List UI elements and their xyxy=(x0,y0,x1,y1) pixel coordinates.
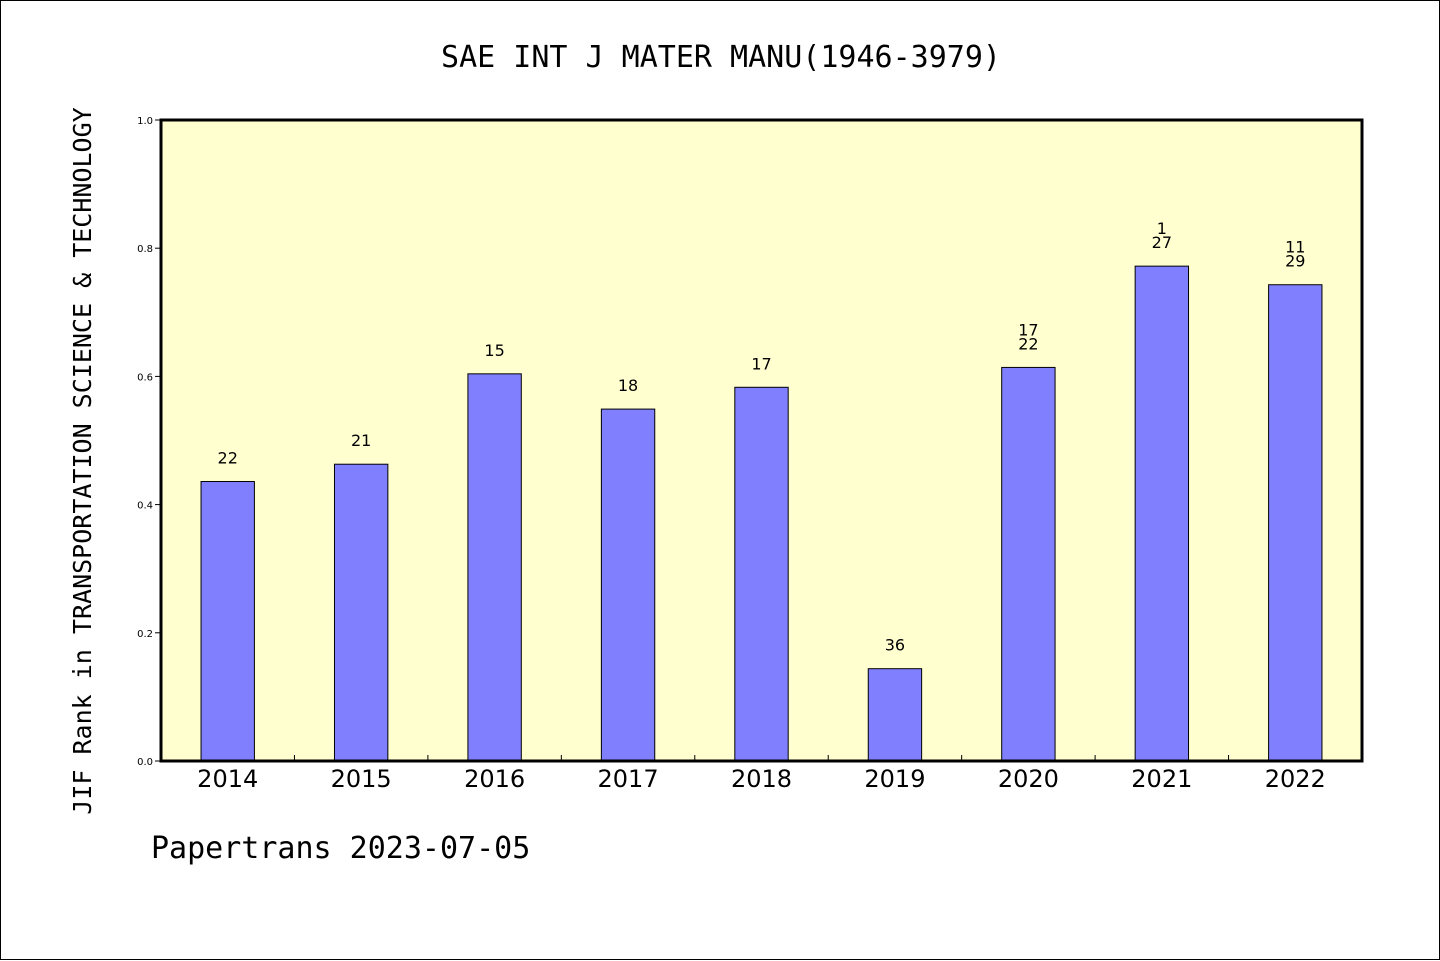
bar-2018 xyxy=(734,386,789,762)
plot-border xyxy=(159,118,1364,763)
bar-value-label: 29 xyxy=(1285,252,1305,271)
bar-value-label: 18 xyxy=(618,376,638,395)
x-ticks-group: 2014 2015 2016 2017 2018 2019 2020 2021 2022 xyxy=(197,755,1326,793)
bar-2019 xyxy=(867,668,923,762)
x-tick-label: 2014 xyxy=(197,765,258,793)
x-tick-label: 2015 xyxy=(331,765,392,793)
footer-text: Papertrans 2023-07-05 xyxy=(151,831,531,866)
bar-2014 xyxy=(200,481,255,762)
bar-value-label: 15 xyxy=(484,341,504,360)
bar-value-label: 21 xyxy=(351,431,371,450)
bar-value-label: 11 xyxy=(1285,238,1305,257)
y-ticks-group: 0.0 0.2 0.4 0.6 0.8 1.0 xyxy=(137,116,161,768)
y-tick-label: 0.4 xyxy=(137,501,153,512)
x-tick-label: 2018 xyxy=(731,765,792,793)
y-tick-label: 0.6 xyxy=(137,372,153,383)
bar-value-label: 22 xyxy=(218,449,238,468)
x-tick-label: 2019 xyxy=(864,765,925,793)
bar-2022 xyxy=(1268,284,1323,762)
y-axis-label: JIF Rank in TRANSPORTATION SCIENCE & TEC… xyxy=(68,107,97,814)
x-tick-label: 2020 xyxy=(998,765,1059,793)
y-tick-label: 0.2 xyxy=(137,629,153,640)
y-tick-label: 0.0 xyxy=(137,757,153,768)
bar-2020 xyxy=(1001,366,1056,762)
bar-value-label: 17 xyxy=(751,354,771,373)
bar-value-label: 17 xyxy=(1018,320,1038,339)
bar-2016 xyxy=(467,373,522,762)
bar-value-label: 36 xyxy=(885,636,905,655)
x-tick-label: 2016 xyxy=(464,765,525,793)
bar-2015 xyxy=(333,463,389,762)
y-tick-label: 0.8 xyxy=(137,244,153,255)
x-tick-label: 2017 xyxy=(598,765,659,793)
bar-value-label: 27 xyxy=(1152,233,1172,252)
bar-value-label: 22 xyxy=(1018,334,1038,353)
x-tick-label: 2021 xyxy=(1131,765,1192,793)
bar-value-label: 1 xyxy=(1157,219,1167,238)
bar-2021 xyxy=(1134,265,1190,762)
bar-2017 xyxy=(600,408,656,762)
chart-title: SAE INT J MATER MANU(1946-3979) xyxy=(441,40,1001,75)
y-tick-label: 1.0 xyxy=(137,116,153,127)
x-tick-label: 2022 xyxy=(1265,765,1326,793)
